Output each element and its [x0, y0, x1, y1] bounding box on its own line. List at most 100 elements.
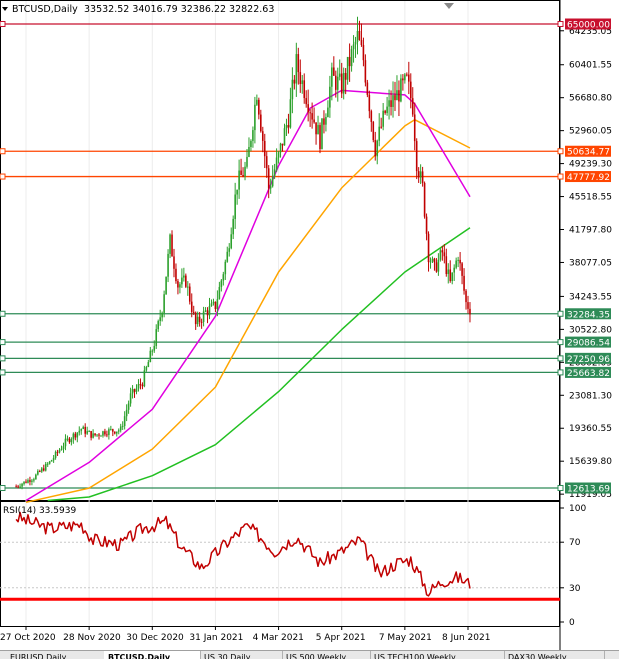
- candle: [177, 278, 179, 295]
- candle: [453, 264, 455, 281]
- price-tick-label: 15639.80: [569, 457, 612, 467]
- candle: [427, 231, 430, 272]
- candle: [159, 309, 161, 326]
- candle: [313, 107, 315, 124]
- candle: [354, 36, 357, 58]
- candle: [293, 75, 296, 90]
- candle: [19, 483, 21, 489]
- candle: [149, 346, 152, 363]
- candle: [224, 259, 227, 280]
- date-tick-label: 5 Apr 2021: [316, 633, 366, 643]
- candle: [102, 430, 104, 438]
- moving-average-slow: [47, 227, 471, 502]
- candle: [404, 72, 406, 84]
- candle: [392, 81, 394, 118]
- candle: [400, 74, 402, 103]
- candle: [228, 243, 231, 257]
- candle: [409, 73, 412, 109]
- chart-tab[interactable]: US 30,Daily: [200, 651, 283, 659]
- candle: [370, 109, 373, 132]
- candle: [265, 151, 268, 178]
- candle: [269, 178, 272, 194]
- candle: [31, 478, 33, 486]
- candle: [435, 258, 438, 273]
- candle: [463, 268, 465, 295]
- svg-text:50634.77: 50634.77: [567, 148, 610, 158]
- chart-tab[interactable]: BTCUSD,Daily: [104, 651, 201, 659]
- candle: [368, 90, 371, 119]
- candle: [380, 117, 382, 129]
- price-tick-label: 64235.05: [569, 27, 612, 37]
- candle: [60, 445, 63, 451]
- candle: [374, 131, 377, 161]
- symbol-tabs: EURUSD,Daily BTCUSD,Daily US 30,Daily US 50…: [0, 650, 619, 659]
- price-tick-label: 49239.30: [569, 160, 612, 170]
- rsi-panel: 100 70 30 0: [0, 504, 586, 628]
- candle: [50, 459, 53, 462]
- price-tick-label: 56680.80: [569, 94, 612, 104]
- candle: [21, 482, 23, 490]
- candle: [271, 165, 274, 188]
- candle: [449, 260, 452, 283]
- candle: [317, 115, 319, 135]
- price-level-label: 29086.54: [565, 336, 611, 349]
- candle: [295, 42, 298, 97]
- candle: [408, 61, 410, 95]
- candle: [406, 72, 408, 77]
- candle: [360, 23, 363, 47]
- candle: [171, 230, 173, 257]
- candle: [384, 109, 386, 115]
- candle: [315, 122, 317, 145]
- chart-tab[interactable]: US 500,Weekly: [282, 651, 371, 659]
- candle: [244, 161, 246, 181]
- candle: [119, 423, 122, 433]
- date-tick-label: 8 Jun 2021: [442, 633, 490, 643]
- candle: [445, 248, 448, 277]
- candle: [54, 450, 57, 460]
- candle: [431, 256, 434, 263]
- moving-average-fast: [25, 89, 471, 502]
- candle: [123, 411, 126, 430]
- candle: [185, 273, 187, 289]
- candle: [285, 118, 288, 136]
- candle: [17, 484, 19, 489]
- candle: [342, 67, 345, 100]
- candle: [459, 252, 461, 271]
- dropdown-triangle-icon[interactable]: [2, 7, 8, 11]
- chart-tab[interactable]: US TECH100,Weekly: [370, 651, 505, 659]
- candle: [275, 148, 278, 172]
- candle: [115, 431, 118, 437]
- svg-text:12613.69: 12613.69: [567, 485, 610, 495]
- candle: [33, 477, 35, 483]
- candle: [169, 233, 171, 259]
- shift-marker-icon[interactable]: [444, 3, 454, 9]
- candle: [98, 433, 100, 440]
- price-level-label: 65000.00: [565, 18, 611, 31]
- candle: [433, 257, 436, 271]
- candle: [273, 163, 276, 180]
- candle: [439, 248, 442, 262]
- chart-tab[interactable]: DAX30,Weekly: [504, 651, 605, 659]
- candle: [62, 442, 65, 453]
- candle: [127, 400, 130, 414]
- candle: [64, 434, 67, 451]
- ohlc-values: 33532.52 34016.79 32386.22 32822.63: [84, 4, 274, 15]
- candle: [267, 165, 270, 199]
- candle: [289, 87, 292, 129]
- candle: [346, 56, 349, 85]
- candle: [167, 249, 169, 283]
- price-level-label: 27250.96: [565, 352, 611, 365]
- svg-text:25663.82: 25663.82: [567, 369, 610, 379]
- candle: [139, 378, 142, 390]
- candle: [204, 307, 207, 313]
- candle: [362, 37, 365, 67]
- candle: [226, 246, 229, 263]
- candle: [338, 59, 341, 81]
- candle: [216, 290, 219, 317]
- symbol-title: BTCUSD,Daily: [12, 4, 78, 15]
- candle: [333, 56, 335, 76]
- candlestick-series: [15, 16, 471, 490]
- candle: [46, 462, 49, 467]
